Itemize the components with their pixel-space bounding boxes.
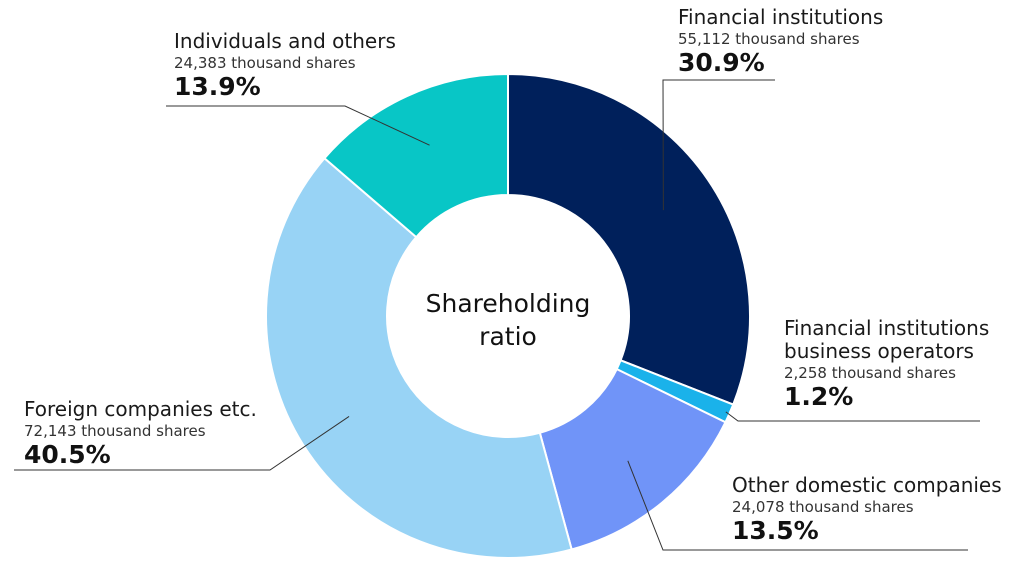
label-financial-institutions-business-operators: Financial institutions business operator… (784, 317, 989, 412)
slice-name-line1: Financial institutions (784, 316, 990, 340)
leader-line-other-domestic-companies (627, 460, 968, 551)
donut-slice-foreign-companies (265, 156, 573, 559)
slice-name-line2: business operators (784, 339, 974, 363)
donut-slice-financial-institutions (507, 72, 751, 406)
slice-percent: 13.5% (732, 516, 819, 546)
leader-line-foreign-companies (14, 416, 350, 471)
slice-name: Foreign companies etc. (24, 397, 257, 421)
slice-percent: 30.9% (678, 48, 765, 78)
label-financial-institutions: Financial institutions 55,112 thousand s… (678, 6, 883, 78)
slice-shares: 72,143 thousand shares (24, 422, 206, 440)
leader-line-financial-institutions-business-operators (725, 411, 980, 422)
leader-line-financial-institutions (662, 79, 775, 211)
label-other-domestic-companies: Other domestic companies 24,078 thousand… (732, 474, 1002, 546)
slice-shares: 24,078 thousand shares (732, 498, 914, 516)
leader-line-individuals-and-others (166, 105, 430, 146)
slice-percent: 1.2% (784, 382, 854, 412)
label-individuals-and-others: Individuals and others 24,383 thousand s… (174, 30, 396, 102)
slice-name: Financial institutions (678, 5, 884, 29)
slice-shares: 24,383 thousand shares (174, 54, 356, 72)
label-foreign-companies: Foreign companies etc. 72,143 thousand s… (24, 398, 257, 470)
donut-slice-individuals-and-others (323, 72, 509, 239)
slice-name: Individuals and others (174, 29, 396, 53)
slice-shares: 2,258 thousand shares (784, 364, 956, 382)
chart-center-title: Shareholding ratio (425, 289, 591, 351)
slice-percent: 40.5% (24, 440, 111, 470)
slice-percent: 13.9% (174, 72, 261, 102)
slice-name: Other domestic companies (732, 473, 1002, 497)
slice-shares: 55,112 thousand shares (678, 30, 860, 48)
